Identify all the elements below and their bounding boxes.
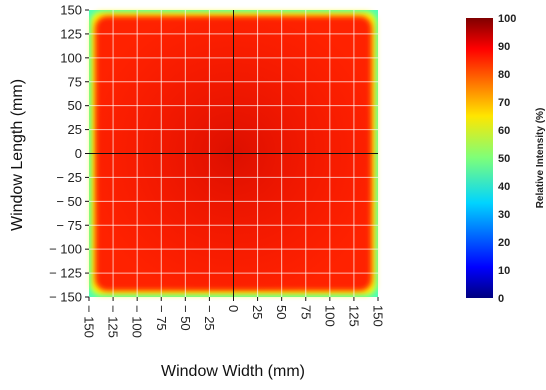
y-tick-label: 25 bbox=[68, 122, 82, 137]
y-tick-label: 0 bbox=[75, 146, 82, 161]
colorbar-tick-label: 20 bbox=[498, 237, 510, 249]
colorbar-title: Relative Intensity (%) bbox=[535, 108, 546, 209]
colorbar-tick-label: 50 bbox=[498, 153, 510, 165]
y-axis-title: Window Length (mm) bbox=[9, 79, 26, 231]
colorbar-tick-label: 70 bbox=[498, 97, 510, 109]
y-tick-label: 100 bbox=[60, 50, 82, 65]
y-tick-label: 150 bbox=[60, 3, 82, 18]
colorbar bbox=[466, 18, 493, 298]
y-tick-label: 50 bbox=[68, 98, 82, 113]
colorbar-tick-label: 30 bbox=[498, 209, 510, 221]
y-tick-label: 75 bbox=[68, 74, 82, 89]
colorbar-tick-label: 80 bbox=[498, 69, 510, 81]
y-tick-label: − 125 bbox=[49, 266, 82, 281]
x-tick-label: − 25 bbox=[202, 305, 217, 331]
y-tick-label: − 75 bbox=[56, 218, 82, 233]
x-tick-label: 0 bbox=[226, 305, 241, 312]
x-tick-label: 25 bbox=[250, 305, 265, 319]
x-axis-title: Window Width (mm) bbox=[161, 363, 305, 380]
colorbar-tick-label: 60 bbox=[498, 125, 510, 137]
x-tick-label: − 100 bbox=[130, 305, 145, 338]
y-tick-label: − 150 bbox=[49, 290, 82, 305]
x-axis-ticks: − 150 − 125 − 100 − 75 − 50 − 25 0 25 50 75 100 125… bbox=[82, 297, 386, 338]
colorbar-tick-label: 40 bbox=[498, 181, 510, 193]
x-tick-label: 125 bbox=[346, 305, 361, 327]
y-tick-label: 125 bbox=[60, 26, 82, 41]
y-tick-label: − 100 bbox=[49, 242, 82, 257]
y-axis-ticks: 150 125 100 75 50 25 0 − 25 − 50 − 75 − 100 − 125 − … bbox=[49, 3, 89, 305]
x-tick-label: − 125 bbox=[106, 305, 121, 338]
y-tick-label: − 50 bbox=[56, 194, 82, 209]
colorbar-tick-label: 90 bbox=[498, 41, 510, 53]
x-tick-label: − 75 bbox=[154, 305, 169, 331]
x-tick-label: 50 bbox=[274, 305, 289, 319]
x-tick-label: 150 bbox=[371, 305, 386, 327]
x-tick-label: 75 bbox=[298, 305, 313, 319]
colorbar-tick-label: 100 bbox=[498, 13, 516, 25]
x-tick-label: − 50 bbox=[178, 305, 193, 331]
colorbar-tick-label: 10 bbox=[498, 265, 510, 277]
colorbar-tick-label: 0 bbox=[498, 293, 504, 305]
y-tick-label: − 25 bbox=[56, 170, 82, 185]
axes bbox=[89, 10, 378, 297]
x-tick-label: 100 bbox=[322, 305, 337, 327]
x-tick-label: − 150 bbox=[82, 305, 97, 338]
